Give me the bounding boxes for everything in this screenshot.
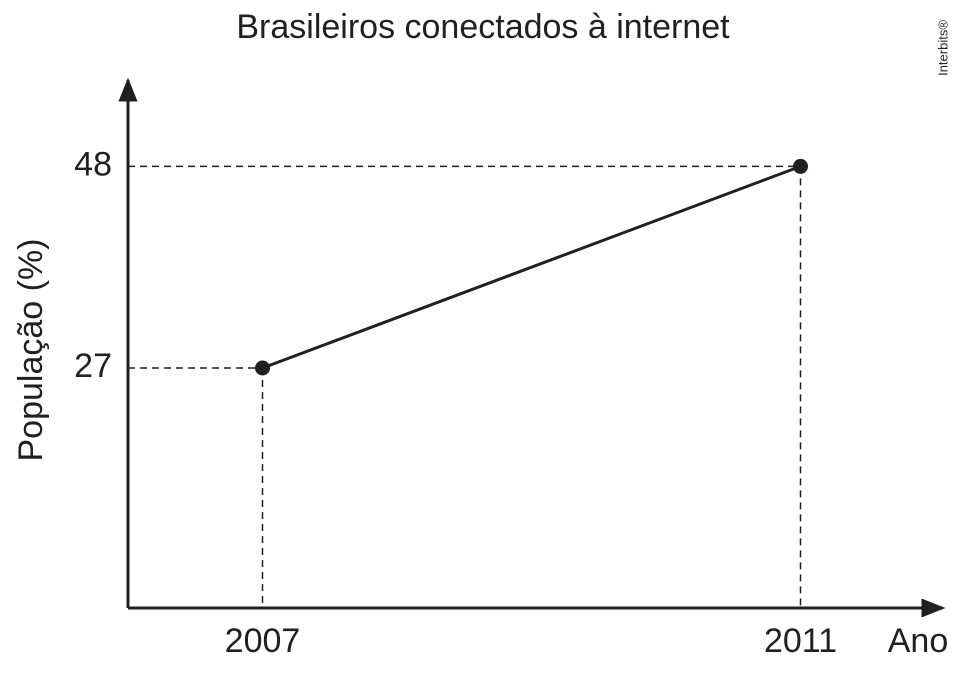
x-axis-label: Ano xyxy=(888,622,949,660)
x-tick-label: 2007 xyxy=(225,622,301,660)
y-axis-label: População (%) xyxy=(12,238,50,461)
y-tick-label: 27 xyxy=(74,347,112,385)
chart-title: Brasileiros conectados à internet xyxy=(236,8,730,46)
x-tick-label: 2011 xyxy=(764,622,837,660)
data-point xyxy=(255,360,270,376)
watermark: Interbits® xyxy=(935,20,950,76)
data-line xyxy=(261,164,802,370)
y-tick-label: 48 xyxy=(74,145,112,183)
data-point xyxy=(793,158,808,174)
